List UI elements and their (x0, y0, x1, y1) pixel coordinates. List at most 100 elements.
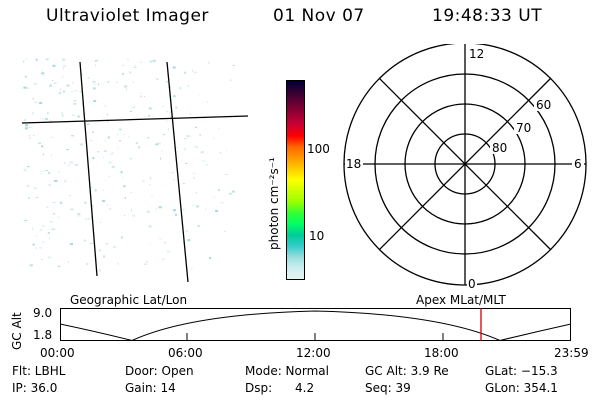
emission-speckle (94, 189, 97, 192)
emission-speckle (84, 201, 87, 204)
emission-speckle (102, 199, 106, 202)
emission-speckle (213, 137, 215, 139)
label-bg (345, 156, 363, 170)
emission-speckle (98, 83, 100, 86)
emission-speckle (68, 163, 71, 166)
dsp-value: Dsp: 4.2 (245, 381, 315, 395)
emission-speckle (184, 71, 187, 74)
emission-speckle (133, 106, 135, 108)
emission-speckle (185, 163, 188, 164)
emission-speckle (57, 216, 60, 218)
time-tick-2359: 23:59 (554, 346, 589, 360)
colorbar-tick-100: 100 (307, 142, 330, 156)
emission-speckle (27, 185, 30, 187)
emission-speckle (115, 133, 119, 135)
emission-speckle (49, 120, 53, 122)
emission-speckle (166, 250, 170, 253)
emission-speckle (97, 151, 100, 153)
emission-speckle (228, 192, 232, 195)
label-bg (514, 120, 532, 134)
emission-speckle (124, 215, 126, 217)
emission-speckle (148, 225, 152, 228)
emission-speckle (192, 204, 195, 206)
emission-speckle (36, 235, 37, 238)
emission-speckle (66, 149, 69, 151)
emission-speckle (93, 100, 97, 103)
emission-speckle (90, 140, 93, 142)
emission-speckle (50, 136, 54, 138)
emission-speckle (81, 121, 85, 123)
emission-speckle (32, 112, 34, 115)
emission-speckle (226, 150, 227, 152)
emission-speckle (36, 196, 39, 198)
polar-mlt-plot: 12 18 6 0 60 70 80 (343, 44, 587, 291)
emission-speckle (25, 124, 28, 127)
emission-speckle (183, 208, 185, 211)
emission-speckle (23, 168, 27, 170)
emission-speckle (71, 135, 74, 137)
time-tick-1800: 18:00 (424, 346, 459, 360)
emission-speckle (130, 192, 133, 194)
emission-speckle (162, 258, 165, 261)
emission-speckle (41, 258, 43, 260)
emission-speckle (129, 157, 133, 160)
emission-speckle (109, 153, 113, 155)
emission-speckle (25, 58, 28, 60)
emission-speckle (62, 90, 65, 93)
orbit-altitude-timeline (60, 308, 572, 342)
emission-speckle (162, 105, 164, 108)
emission-speckle (95, 64, 97, 67)
emission-speckle (191, 136, 193, 138)
gc-alt-axis-label: GC Alt (10, 312, 24, 350)
emission-speckle (63, 67, 65, 70)
emission-speckle (52, 64, 56, 67)
emission-speckle (117, 146, 119, 149)
emission-speckle (189, 113, 191, 115)
emission-speckle (103, 150, 107, 152)
emission-speckle (92, 157, 95, 160)
emission-speckle (113, 246, 116, 248)
emission-speckle (207, 61, 210, 64)
emission-speckle (196, 192, 197, 194)
emission-speckle (23, 60, 25, 63)
emission-speckle (192, 172, 196, 174)
emission-speckle (94, 122, 97, 124)
emission-speckle (40, 171, 42, 174)
emission-speckle (77, 215, 81, 217)
emission-speckle (138, 146, 141, 149)
emission-speckle (120, 171, 123, 174)
mode-value: Mode: Normal (245, 364, 329, 378)
emission-speckle (229, 79, 232, 81)
emission-speckle (133, 66, 137, 68)
emission-speckle (186, 135, 190, 138)
emission-speckle (43, 75, 44, 77)
emission-speckle (39, 102, 43, 105)
emission-speckle (35, 58, 38, 61)
emission-speckle (63, 162, 65, 164)
emission-speckle (139, 92, 142, 94)
emission-speckle (28, 135, 30, 137)
emission-speckle (131, 209, 132, 212)
emission-speckle (205, 208, 207, 210)
emission-speckle (99, 249, 101, 252)
lat-label-60: 60 (536, 98, 551, 112)
emission-speckle (73, 100, 77, 102)
emission-speckle (162, 134, 166, 136)
emission-speckle (165, 185, 167, 187)
filter-value: Flt: LBHL (12, 364, 66, 378)
emission-speckle (106, 113, 108, 116)
emission-speckle (74, 164, 78, 166)
emission-speckle (28, 197, 31, 200)
emission-speckle (89, 243, 93, 245)
altitude-curve (60, 310, 572, 342)
emission-speckle (24, 119, 27, 121)
emission-speckle (39, 229, 43, 231)
glat-value: GLat: −15.3 (485, 364, 558, 378)
emission-speckle (73, 102, 77, 105)
emission-speckle (135, 142, 138, 144)
emission-speckle (172, 66, 176, 69)
gc-alt-value: GC Alt: 3.9 Re (365, 364, 449, 378)
emission-speckle (103, 255, 105, 258)
ip-value: IP: 36.0 (12, 381, 58, 395)
emission-speckle (46, 206, 49, 208)
